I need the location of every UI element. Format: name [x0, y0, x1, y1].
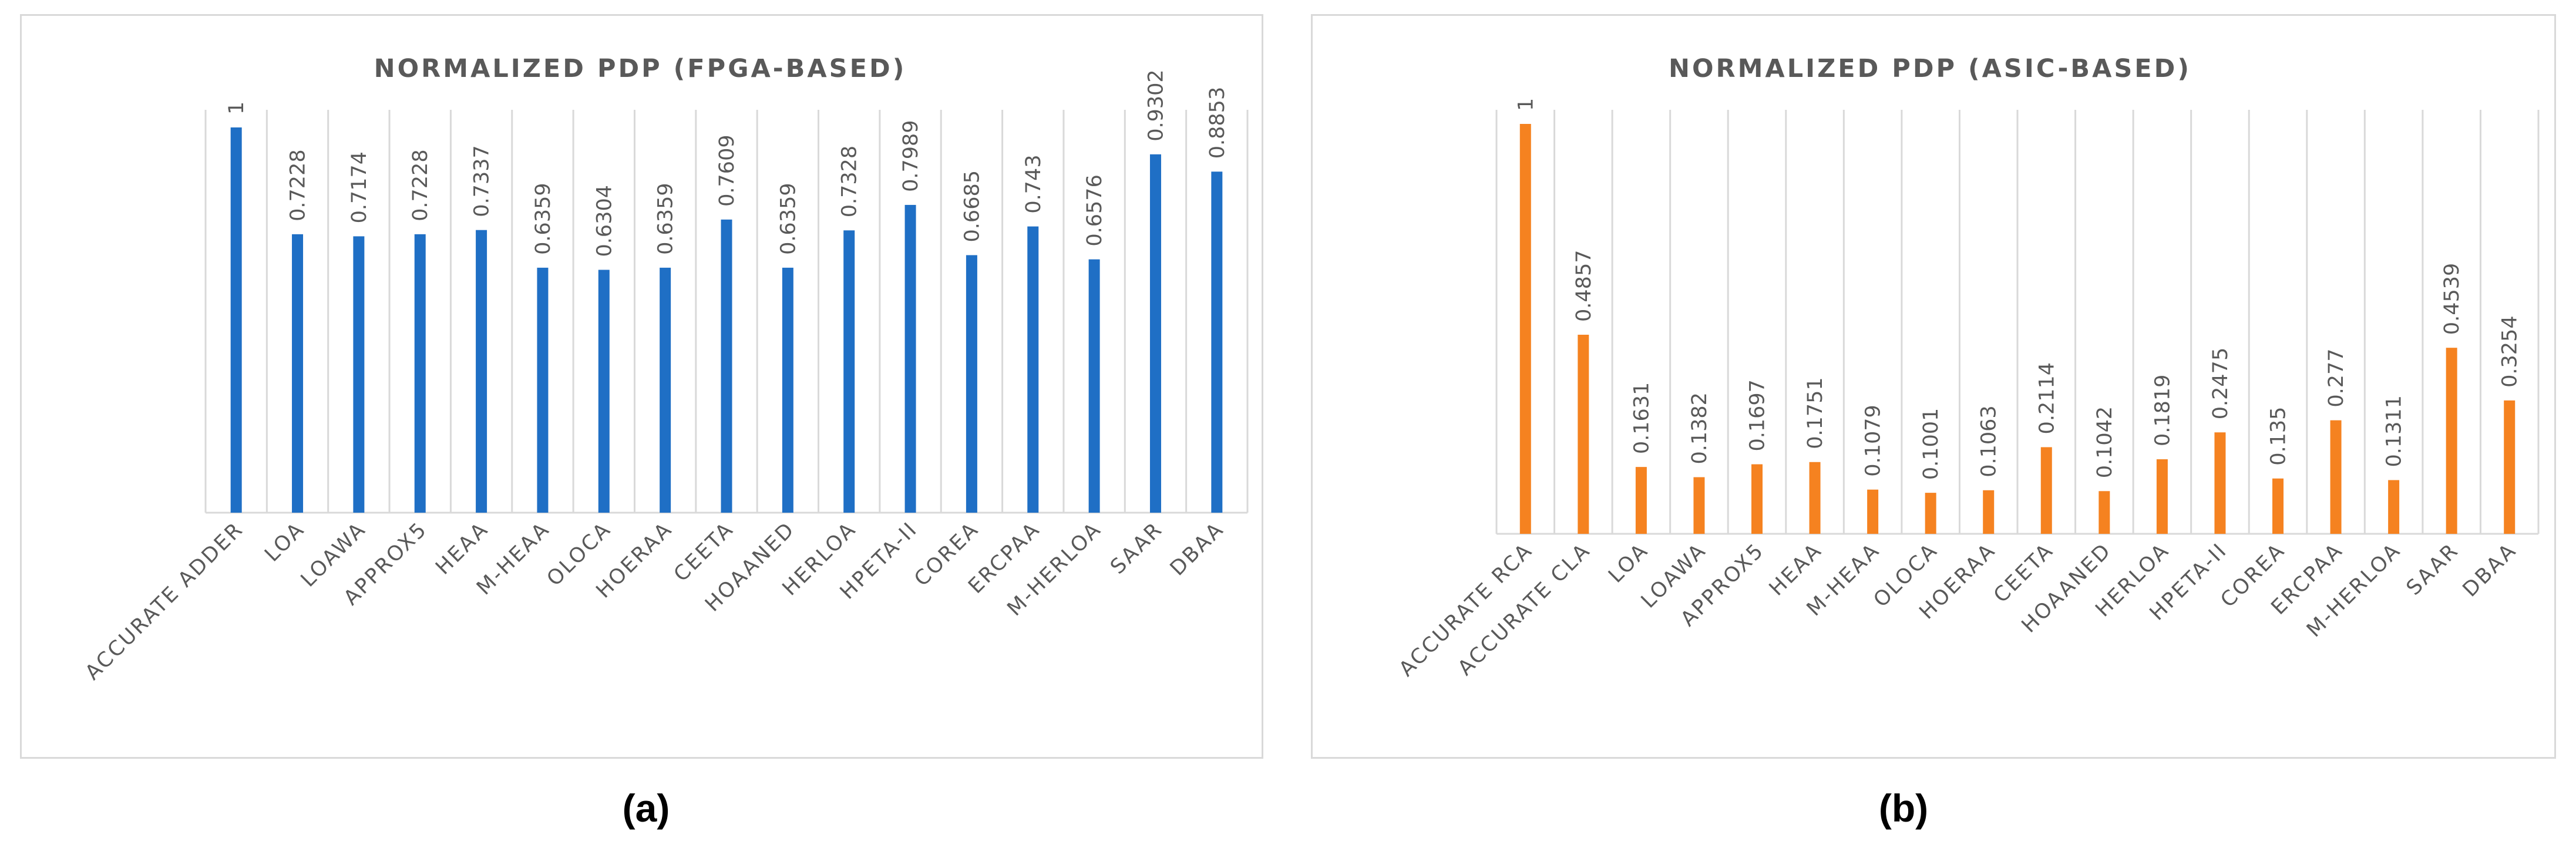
bar	[2504, 400, 2516, 534]
bar	[1149, 154, 1161, 513]
data-label: 0.6359	[776, 183, 800, 254]
bar	[1578, 334, 1589, 534]
x-tick-label: HEAA	[431, 517, 493, 580]
bar	[2214, 432, 2226, 534]
data-label: 0.1631	[1630, 382, 1653, 454]
x-tick-label: SAAR	[1106, 517, 1168, 579]
bar	[1027, 226, 1039, 513]
bar	[2040, 447, 2052, 534]
data-label: 0.4857	[1572, 250, 1596, 322]
bar	[414, 234, 426, 513]
bar	[476, 230, 487, 513]
data-label: 0.6576	[1083, 174, 1107, 246]
data-label: 0.7228	[409, 149, 432, 221]
data-label: 0.4539	[2440, 263, 2464, 335]
data-label: 0.6685	[960, 170, 984, 242]
bar	[230, 127, 242, 513]
data-label: 0.9302	[1144, 69, 1168, 141]
data-label: 0.6359	[532, 183, 555, 254]
data-label: 1	[225, 102, 248, 115]
data-label: 0.1751	[1804, 377, 1827, 449]
x-tick-label: LOA	[1604, 539, 1653, 588]
bar	[660, 267, 671, 513]
chart-panel-asic: NORMALIZED PDP (ASIC-BASED) 1 ACCURATE RCA…	[1311, 14, 2556, 759]
bar	[1211, 171, 1223, 513]
data-label: 0.7328	[838, 146, 862, 217]
data-label: 0.3254	[2498, 315, 2522, 387]
fpga-chart-svg: NORMALIZED PDP (FPGA-BASED) 1 ACCURATE ADD…	[81, 54, 1249, 685]
bar	[1925, 493, 1936, 534]
data-label: 0.1042	[2093, 406, 2117, 478]
bar	[1693, 477, 1705, 534]
bar	[966, 255, 977, 513]
data-label: 0.1382	[1688, 392, 1711, 464]
x-tick-label: ACCURATE ADDER	[81, 517, 248, 685]
data-label: 1	[1514, 98, 1538, 111]
bar	[1751, 464, 1763, 534]
bar	[2099, 491, 2110, 534]
data-label: 0.7337	[470, 145, 494, 217]
data-label: 0.743	[1022, 154, 1045, 213]
data-label: 0.7989	[899, 120, 923, 191]
bar	[721, 219, 732, 513]
bar	[1983, 490, 1995, 534]
data-label: 0.6359	[654, 183, 678, 254]
chart-title: NORMALIZED PDP (FPGA-BASED)	[374, 54, 907, 83]
chart-panel-fpga: NORMALIZED PDP (FPGA-BASED) 1 ACCURATE ADD…	[20, 14, 1263, 759]
bar	[2446, 348, 2457, 534]
data-label: 0.1063	[1978, 405, 2001, 477]
caption-a: (a)	[622, 786, 670, 830]
data-label: 0.135	[2267, 407, 2291, 466]
bar	[292, 234, 304, 513]
bar	[843, 230, 855, 513]
data-label: 0.1079	[1862, 405, 1885, 476]
x-tick-label: DBAA	[1166, 517, 1229, 580]
data-label: 0.2114	[2035, 362, 2059, 434]
data-label: 0.277	[2325, 348, 2348, 407]
x-tick-label: LOA	[260, 517, 310, 567]
data-label: 0.1819	[2151, 375, 2174, 446]
bar	[353, 236, 365, 513]
bar	[1635, 467, 1647, 534]
chart-title: NORMALIZED PDP (ASIC-BASED)	[1669, 54, 2191, 83]
caption-b: (b)	[1878, 786, 1929, 830]
bar	[2388, 480, 2400, 534]
data-label: 0.1311	[2383, 395, 2406, 467]
bar	[2272, 478, 2284, 534]
data-label: 0.2475	[2209, 348, 2232, 419]
bar	[1519, 124, 1531, 534]
data-label: 0.1697	[1746, 379, 1770, 451]
x-tick-label: DBAA	[2459, 539, 2521, 601]
x-tick-label: SAAR	[2402, 539, 2464, 600]
bar	[537, 267, 549, 513]
data-label: 0.7609	[715, 134, 739, 206]
bar	[782, 267, 793, 513]
data-label: 0.7174	[348, 152, 371, 223]
bar	[2330, 420, 2342, 534]
data-label: 0.6304	[593, 185, 616, 257]
bar	[2156, 459, 2168, 534]
bar	[598, 270, 610, 513]
bar	[904, 204, 916, 513]
bar	[1809, 462, 1821, 534]
data-label: 0.8853	[1206, 87, 1229, 159]
bar	[1088, 259, 1100, 513]
bar	[1867, 489, 1879, 534]
data-label: 0.7228	[287, 149, 310, 221]
data-label: 0.1001	[1919, 408, 1943, 480]
